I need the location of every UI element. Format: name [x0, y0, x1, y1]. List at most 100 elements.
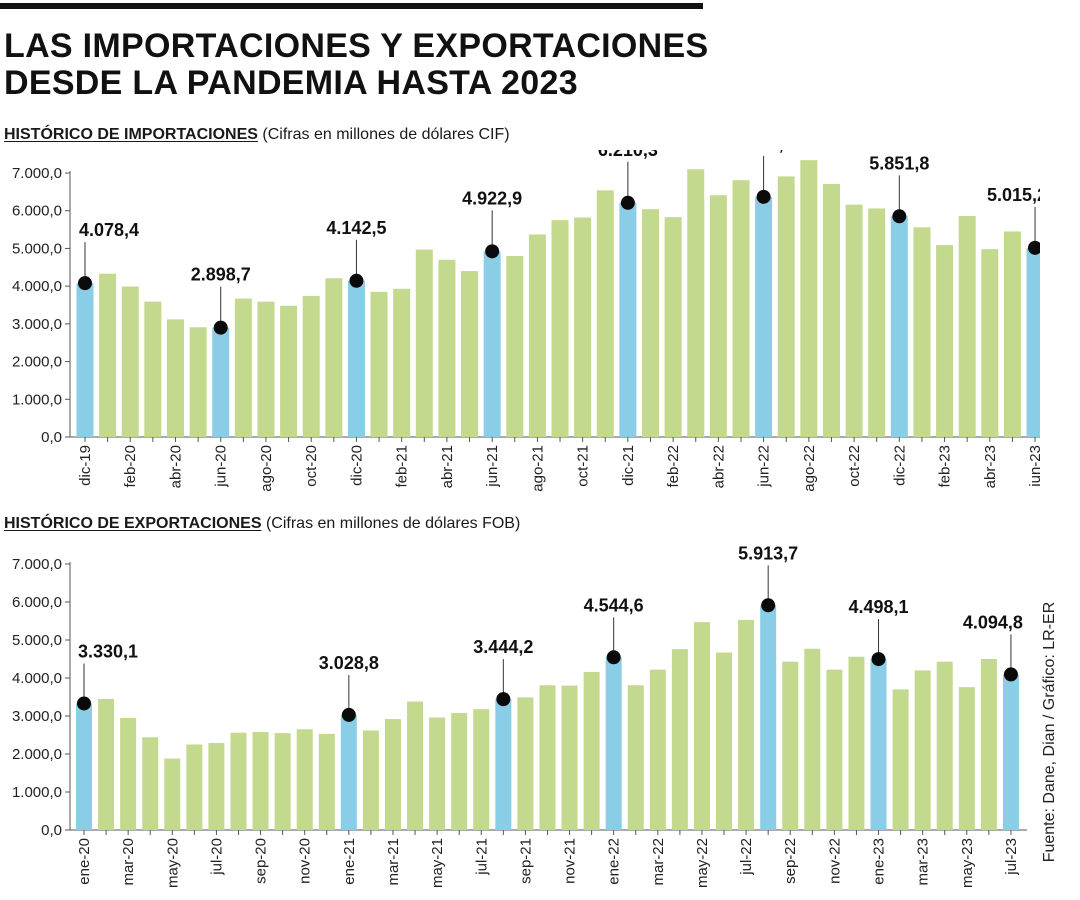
imports-bar-feb-23: [936, 245, 954, 437]
imports-x-tick-label: oct-21: [575, 445, 592, 487]
imports-bar-abr-21: [438, 259, 456, 437]
imports-bar-may-23: [1003, 231, 1021, 437]
imports-bar-nov-20: [325, 278, 343, 437]
imports-x-tick-label: abr-20: [167, 445, 184, 488]
exports-bar-feb-22: [627, 685, 644, 830]
exports-bar-sep-22: [782, 661, 799, 830]
exports-bar-ene-23: [870, 659, 887, 830]
exports-bar-may-20: [164, 758, 181, 830]
imports-bar-sep-22: [822, 183, 840, 437]
exports-y-tick-label: 3.000,0: [12, 708, 62, 725]
exports-y-tick-label: 7.000,0: [12, 556, 62, 573]
imports-bar-jun-20: [212, 327, 230, 437]
imports-bar-jul-21: [506, 255, 524, 437]
exports-bar-oct-20: [274, 733, 291, 830]
exports-data-label: 5.913,7: [738, 543, 798, 563]
source-note: Fuente: Dane, Dian / Gráfico: LR-ER: [1030, 582, 1070, 882]
imports-bar-dic-21: [619, 202, 637, 437]
imports-data-label: 6.210,3: [598, 150, 658, 160]
imports-bar-abr-20: [166, 319, 184, 437]
imports-bar-feb-20: [121, 286, 139, 437]
imports-marker-dic-22: [892, 209, 907, 224]
imports-bar-mar-22: [687, 169, 705, 438]
exports-x-tick-label: may-20: [164, 838, 181, 888]
imports-x-tick-label: dic-22: [891, 445, 908, 486]
imports-y-tick-label: 3.000,0: [12, 316, 62, 333]
imports-x-tick-label: oct-22: [846, 445, 863, 487]
exports-bar-nov-22: [826, 669, 843, 830]
exports-bar-jun-20: [186, 744, 203, 830]
imports-y-tick-label: 5.000,0: [12, 240, 62, 257]
exports-marker-ago-21: [496, 692, 511, 707]
imports-x-tick-label: feb-23: [937, 445, 954, 488]
imports-bar-may-22: [732, 180, 750, 438]
imports-data-label: 4.922,9: [462, 188, 522, 208]
exports-x-tick-label: mar-23: [915, 838, 932, 886]
imports-title: HISTÓRICO DE IMPORTACIONES: [4, 126, 258, 143]
imports-bar-ene-23: [913, 227, 931, 437]
source-text: Fuente: Dane, Dian / Gráfico: LR-ER: [1041, 601, 1058, 863]
exports-marker-ene-23: [871, 652, 886, 667]
exports-x-tick-label: jul-20: [208, 838, 225, 876]
exports-x-tick-label: mar-20: [120, 838, 137, 886]
imports-x-tick-label: ago-22: [801, 445, 818, 492]
page-title-line-2: DESDE LA PANDEMIA HASTA 2023: [4, 64, 578, 102]
exports-bar-may-21: [429, 717, 446, 830]
imports-bar-dic-20: [347, 280, 365, 437]
exports-chart-title: HISTÓRICO DE EXPORTACIONES (Cifras en mi…: [4, 515, 520, 533]
exports-bar-jun-23: [980, 659, 997, 830]
imports-x-tick-label: dic-19: [77, 445, 94, 486]
exports-data-label: 4.498,1: [848, 597, 908, 617]
imports-y-tick-label: 1.000,0: [12, 391, 62, 408]
imports-bar-may-20: [189, 327, 207, 437]
exports-y-tick-label: 4.000,0: [12, 670, 62, 687]
exports-x-tick-label: sep-22: [782, 838, 799, 884]
imports-bar-ene-20: [99, 273, 117, 437]
exports-bar-ago-20: [230, 732, 247, 830]
exports-x-tick-label: jul-22: [738, 838, 755, 876]
imports-x-tick-label: dic-21: [620, 445, 637, 486]
imports-bar-ago-22: [800, 160, 818, 437]
imports-bar-dic-19: [76, 283, 94, 437]
imports-y-tick-label: 6.000,0: [12, 203, 62, 220]
imports-marker-dic-21: [620, 195, 635, 210]
imports-bar-ene-22: [642, 209, 659, 437]
exports-x-tick-label: may-21: [429, 838, 446, 888]
exports-title: HISTÓRICO DE EXPORTACIONES: [4, 515, 262, 532]
exports-bar-nov-20: [296, 729, 313, 830]
exports-marker-ene-20: [77, 696, 91, 711]
imports-bar-jun-23: [1026, 247, 1040, 437]
imports-data-label: 4.078,4: [79, 220, 139, 240]
exports-y-tick-label: 6.000,0: [12, 594, 62, 611]
imports-bar-jun-22: [755, 196, 773, 437]
exports-x-tick-label: nov-21: [562, 838, 579, 884]
imports-bar-ago-20: [257, 301, 275, 437]
exports-bar-jul-23: [1002, 674, 1019, 830]
exports-bar-ago-21: [495, 699, 512, 830]
exports-bar-ene-21: [340, 714, 357, 830]
imports-marker-jun-23: [1028, 240, 1040, 255]
exports-bar-abr-23: [936, 661, 953, 830]
exports-bar-may-23: [958, 687, 975, 830]
exports-x-tick-label: nov-20: [297, 838, 314, 884]
imports-bar-mar-23: [958, 215, 976, 437]
imports-subtitle: (Cifras en millones de dólares CIF): [262, 126, 510, 143]
exports-bar-sep-20: [252, 731, 269, 830]
imports-bar-abr-22: [709, 195, 727, 437]
imports-bar-feb-21: [393, 288, 411, 437]
exports-bar-ene-22: [605, 657, 622, 830]
imports-x-tick-label: jun-23: [1027, 445, 1040, 488]
exports-x-tick-label: nov-22: [826, 838, 843, 884]
imports-chart-title: HISTÓRICO DE IMPORTACIONES (Cifras en mi…: [4, 126, 510, 144]
exports-x-tick-label: ene-21: [341, 838, 358, 885]
exports-x-tick-label: ene-22: [606, 838, 623, 885]
imports-x-tick-label: abr-22: [710, 445, 727, 488]
imports-marker-jun-21: [485, 244, 500, 259]
exports-x-tick-label: sep-20: [253, 838, 270, 884]
exports-x-tick-label: mar-21: [385, 838, 402, 886]
exports-bar-jun-22: [716, 652, 733, 830]
imports-bar-chart: 0,0 1.000,0 2.000,0 3.000,0 4.000,0 5.000,0 6.…: [12, 150, 1040, 492]
exports-data-label: 3.028,8: [319, 653, 379, 673]
imports-data-label: 2.898,7: [191, 265, 251, 285]
exports-data-label: 3.330,1: [78, 641, 138, 661]
